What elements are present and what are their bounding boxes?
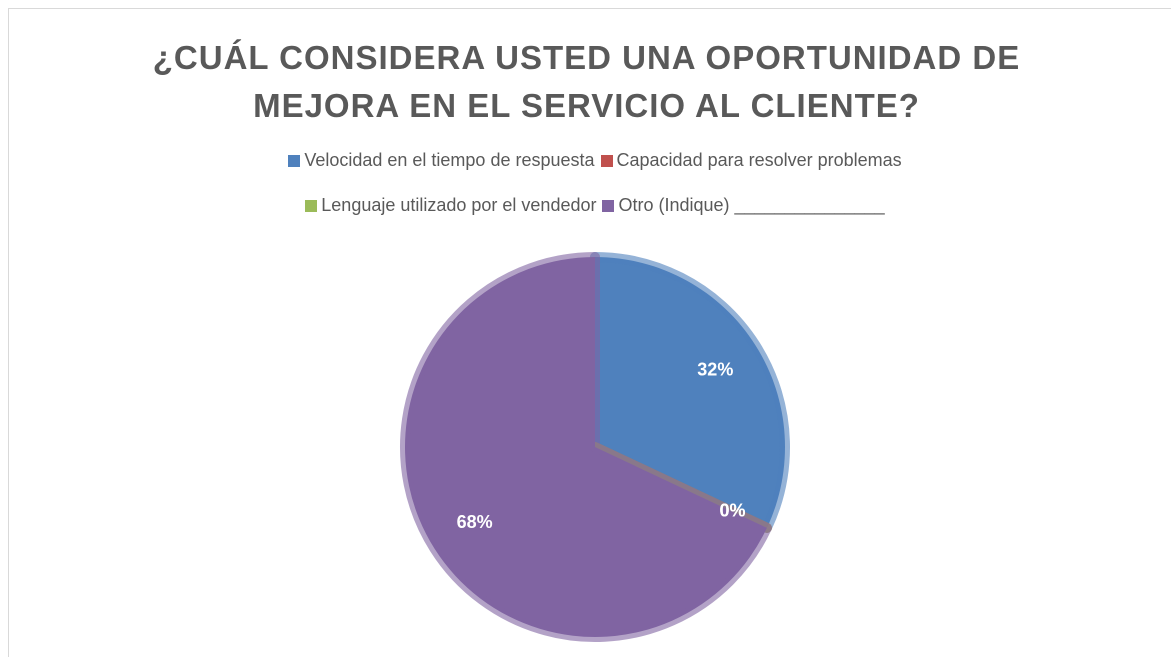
legend-item: Capacidad para resolver problemas bbox=[600, 150, 902, 171]
legend-swatch bbox=[602, 199, 615, 212]
legend-item: Lenguaje utilizado por el vendedor bbox=[305, 195, 596, 216]
legend-swatch bbox=[288, 154, 301, 167]
legend-label: Lenguaje utilizado por el vendedor bbox=[321, 195, 597, 215]
legend-label: Velocidad en el tiempo de respuesta bbox=[304, 150, 595, 170]
pie-slice bbox=[590, 252, 790, 533]
pie-slice bbox=[400, 252, 772, 642]
chart-frame bbox=[8, 8, 1171, 657]
data-label: 0% bbox=[720, 500, 746, 520]
data-label: 68% bbox=[457, 512, 493, 532]
data-label: 0% bbox=[720, 500, 746, 520]
legend-item: Velocidad en el tiempo de respuesta bbox=[288, 150, 595, 171]
chart-title: ¿CUÁL CONSIDERA USTED UNA OPORTUNIDAD DE… bbox=[152, 39, 1021, 124]
data-label: 32% bbox=[697, 359, 733, 379]
legend-swatch bbox=[305, 199, 318, 212]
legend-item: Otro (Indique) _______________ bbox=[602, 195, 885, 216]
legend-label: Capacidad para resolver problemas bbox=[616, 150, 902, 170]
legend: Velocidad en el tiempo de respuesta Capac… bbox=[200, 150, 990, 216]
legend-swatch bbox=[600, 154, 613, 167]
legend-label: Otro (Indique) _______________ bbox=[618, 195, 885, 215]
